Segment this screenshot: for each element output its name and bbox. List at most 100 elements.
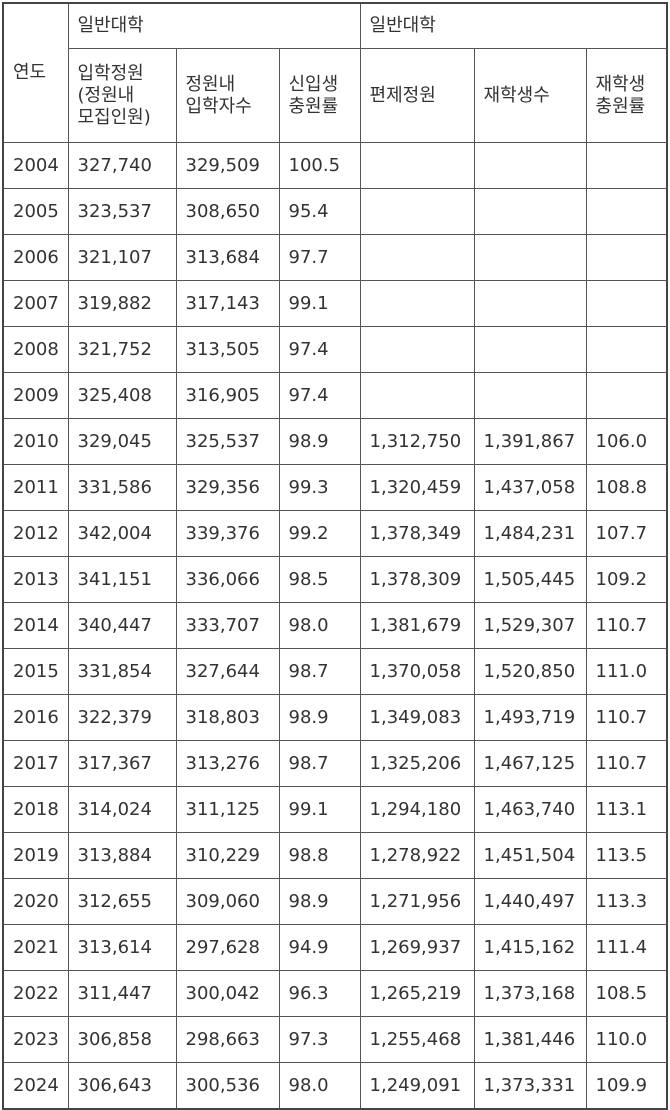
- table-cell: 97.4: [278, 326, 361, 373]
- table-cell: 322,379: [67, 694, 177, 741]
- table-cell: 329,356: [175, 464, 280, 511]
- table-cell: 2013: [2, 556, 69, 603]
- empty-cell: [473, 326, 587, 373]
- table-cell: 1,391,867: [473, 418, 587, 465]
- table-cell: 2009: [2, 372, 69, 419]
- empty-cell: [473, 234, 587, 281]
- table-cell: 306,643: [67, 1062, 177, 1110]
- header-cell: 재학생 충원률: [585, 48, 668, 143]
- table-cell: 1,265,219: [359, 970, 475, 1017]
- table-cell: 2018: [2, 786, 69, 833]
- table-cell: 300,536: [175, 1062, 280, 1110]
- table-row: 2021 313,614 297,628 94.9 1,269,937 1,415,162…: [2, 924, 668, 971]
- table-cell: 1,415,162: [473, 924, 587, 971]
- table-cell: 109.2: [585, 556, 668, 603]
- header-cell: 신입생 충원률: [278, 48, 361, 143]
- table-cell: 1,312,750: [359, 418, 475, 465]
- table-cell: 1,278,922: [359, 832, 475, 879]
- table-row: 2014 340,447 333,707 98.0 1,381,679 1,529,307…: [2, 602, 668, 649]
- table-cell: 2008: [2, 326, 69, 373]
- table-cell: 1,294,180: [359, 786, 475, 833]
- table-row: 2023 306,858 298,663 97.3 1,255,468 1,381,446…: [2, 1016, 668, 1063]
- table-cell: 333,707: [175, 602, 280, 649]
- empty-cell: [473, 280, 587, 327]
- table-cell: 329,045: [67, 418, 177, 465]
- table-cell: 2023: [2, 1016, 69, 1063]
- table-cell: 99.2: [278, 510, 361, 557]
- table-cell: 313,505: [175, 326, 280, 373]
- table-cell: 313,884: [67, 832, 177, 879]
- table-cell: 1,370,058: [359, 648, 475, 695]
- table-cell: 1,373,168: [473, 970, 587, 1017]
- table-cell: 98.5: [278, 556, 361, 603]
- table-cell: 309,060: [175, 878, 280, 925]
- table-cell: 98.9: [278, 694, 361, 741]
- table-cell: 1,467,125: [473, 740, 587, 787]
- table-cell: 336,066: [175, 556, 280, 603]
- table-cell: 2016: [2, 694, 69, 741]
- table-cell: 2004: [2, 142, 69, 189]
- table-cell: 2012: [2, 510, 69, 557]
- empty-cell: [585, 234, 668, 281]
- table-header: 연도 일반대학 일반대학 입학정원 (정원내 모집인원) 정원내 입학자수 신입…: [2, 2, 668, 143]
- header-cell: 정원내 입학자수: [175, 48, 280, 143]
- table-cell: 1,271,956: [359, 878, 475, 925]
- empty-cell: [359, 372, 475, 419]
- table-cell: 1,378,309: [359, 556, 475, 603]
- empty-cell: [473, 372, 587, 419]
- table-cell: 316,905: [175, 372, 280, 419]
- table-cell: 1,484,231: [473, 510, 587, 557]
- table-row: 2012 342,004 339,376 99.2 1,378,349 1,484,231…: [2, 510, 668, 557]
- table-cell: 318,803: [175, 694, 280, 741]
- table-cell: 111.4: [585, 924, 668, 971]
- table-cell: 321,107: [67, 234, 177, 281]
- table-cell: 110.0: [585, 1016, 668, 1063]
- table-row: 2020 312,655 309,060 98.9 1,271,956 1,440,497…: [2, 878, 668, 925]
- empty-cell: [359, 280, 475, 327]
- table-cell: 313,614: [67, 924, 177, 971]
- table-cell: 341,151: [67, 556, 177, 603]
- table-cell: 1,381,446: [473, 1016, 587, 1063]
- empty-cell: [585, 326, 668, 373]
- table-cell: 1,320,459: [359, 464, 475, 511]
- table-cell: 2015: [2, 648, 69, 695]
- table-row: 2019 313,884 310,229 98.8 1,278,922 1,451,504…: [2, 832, 668, 879]
- table-row: 2016 322,379 318,803 98.9 1,349,083 1,493,719…: [2, 694, 668, 741]
- header-cell: 입학정원 (정원내 모집인원): [67, 48, 177, 143]
- table-cell: 110.7: [585, 740, 668, 787]
- table-cell: 97.7: [278, 234, 361, 281]
- table-cell: 2019: [2, 832, 69, 879]
- table-row: 2010 329,045 325,537 98.9 1,312,750 1,391,867…: [2, 418, 668, 465]
- table-row: 2024 306,643 300,536 98.0 1,249,091 1,373,331…: [2, 1062, 668, 1110]
- table-cell: 111.0: [585, 648, 668, 695]
- header-row: 입학정원 (정원내 모집인원) 정원내 입학자수 신입생 충원률 편제정원 재학…: [3, 48, 668, 143]
- table-cell: 321,752: [67, 326, 177, 373]
- table-cell: 113.3: [585, 878, 668, 925]
- table-cell: 2006: [2, 234, 69, 281]
- table-cell: 313,684: [175, 234, 280, 281]
- table-cell: 107.7: [585, 510, 668, 557]
- table-cell: 96.3: [278, 970, 361, 1017]
- table-row: 2005 323,537 308,650 95.4: [2, 188, 668, 235]
- empty-cell: [359, 234, 475, 281]
- table-cell: 297,628: [175, 924, 280, 971]
- table-cell: 106.0: [585, 418, 668, 465]
- table-row: 2004 327,740 329,509 100.5: [2, 142, 668, 189]
- table-cell: 311,447: [67, 970, 177, 1017]
- table-cell: 1,373,331: [473, 1062, 587, 1110]
- table-cell: 298,663: [175, 1016, 280, 1063]
- header-cell: 일반대학: [67, 2, 361, 49]
- table-cell: 1,381,679: [359, 602, 475, 649]
- table-cell: 1,378,349: [359, 510, 475, 557]
- empty-cell: [473, 142, 587, 189]
- table-cell: 98.9: [278, 418, 361, 465]
- table-cell: 300,042: [175, 970, 280, 1017]
- table-cell: 98.7: [278, 740, 361, 787]
- table-cell: 1,269,937: [359, 924, 475, 971]
- table-cell: 110.7: [585, 694, 668, 741]
- table-cell: 95.4: [278, 188, 361, 235]
- table-cell: 2017: [2, 740, 69, 787]
